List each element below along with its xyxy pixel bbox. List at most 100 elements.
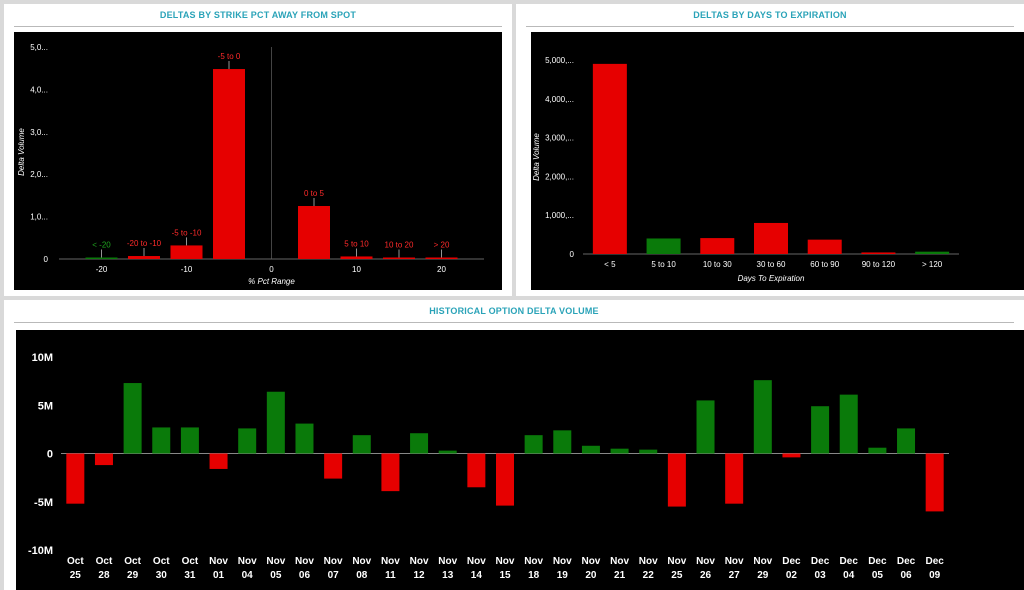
- bar: [425, 257, 458, 259]
- bar: [266, 391, 285, 454]
- x-axis-label: % Pct Range: [248, 277, 295, 286]
- x-tick-day: 13: [442, 570, 454, 581]
- history-panel-title: HISTORICAL OPTION DELTA VOLUME: [429, 306, 599, 316]
- x-tick-day: 04: [242, 570, 254, 581]
- bar: [295, 423, 314, 454]
- y-axis-label: Delta Volume: [17, 128, 26, 176]
- bar-data-label: 5 to 10: [344, 239, 369, 248]
- bar: [94, 453, 113, 466]
- x-tick-day: 01: [213, 570, 225, 581]
- x-tick-month: Nov: [238, 556, 257, 567]
- bar: [66, 453, 85, 504]
- x-tick-day: 03: [815, 570, 827, 581]
- x-tick-month: Oct: [182, 556, 199, 567]
- bar: [170, 245, 203, 259]
- x-tick-month: Dec: [868, 556, 887, 567]
- x-tick-day: 20: [585, 570, 597, 581]
- x-tick-day: 21: [614, 570, 626, 581]
- bar: [553, 430, 572, 454]
- x-tick-day: 29: [757, 570, 769, 581]
- bar: [897, 428, 916, 454]
- y-tick-label: 2,0...: [30, 170, 48, 179]
- y-axis-label: Delta Volume: [532, 133, 541, 181]
- bar-data-label: -5 to 0: [218, 52, 241, 61]
- bar: [646, 238, 681, 254]
- strike-plot-area: 0 1,0... 2,0... 3,0... 4,0... 5,0... -20 -10 0 10…: [14, 32, 502, 290]
- x-tick-month: Oct: [153, 556, 170, 567]
- y-tick-label: 0: [570, 250, 575, 259]
- bar: [696, 400, 715, 454]
- bar: [128, 256, 160, 259]
- x-tick-month: Dec: [925, 556, 944, 567]
- y-tick-label: 5,0...: [30, 43, 48, 52]
- bar: [340, 256, 373, 259]
- bar: [667, 453, 686, 507]
- bar: [807, 239, 842, 254]
- x-tick-month: Nov: [639, 556, 658, 567]
- bar: [524, 435, 543, 454]
- x-tick-day: 06: [900, 570, 912, 581]
- bar: [467, 453, 486, 488]
- x-tick-day: 12: [414, 570, 426, 581]
- x-axis-label: Days To Expiration: [738, 274, 805, 283]
- strike-panel-divider: [14, 26, 502, 27]
- y-tick-label: 1,0...: [30, 213, 48, 222]
- x-tick-month: Nov: [553, 556, 572, 567]
- bar: [209, 453, 228, 469]
- bar: [868, 447, 887, 454]
- bar: [152, 427, 171, 454]
- history-plot-area: -10M -5M 0 5M 10M Oct 25 Oct 28 Oct 29 Oct 30 Oct 31 No…: [16, 330, 1024, 590]
- bar: [352, 435, 371, 454]
- x-tick-day: 11: [385, 570, 396, 581]
- bar: [324, 453, 343, 479]
- history-panel: HISTORICAL OPTION DELTA VOLUME -10M -5M 0 5…: [4, 300, 1024, 590]
- x-tick-day: 09: [929, 570, 941, 581]
- strike-panel-title: DELTAS BY STRIKE PCT AWAY FROM SPOT: [159, 10, 357, 20]
- bar: [592, 63, 627, 254]
- bar-data-label: -5 to -10: [172, 228, 202, 237]
- x-tick-month: Nov: [667, 556, 686, 567]
- bar: [925, 453, 944, 512]
- history-panel-divider: [14, 322, 1014, 323]
- x-tick-day: 14: [471, 570, 483, 581]
- x-tick-month: Nov: [266, 556, 285, 567]
- x-tick-month: Nov: [352, 556, 371, 567]
- x-tick-label: 10 to 30: [703, 260, 732, 269]
- x-tick-month: Nov: [610, 556, 629, 567]
- x-tick-day: 25: [70, 570, 82, 581]
- x-tick-day: 02: [786, 570, 798, 581]
- days-plot-area: 0 1,000,... 2,000,... 3,000,... 4,000,... 5,0…: [531, 32, 1024, 290]
- x-tick-day: 15: [499, 570, 511, 581]
- x-tick-day: 19: [557, 570, 569, 581]
- x-tick-day: 05: [270, 570, 282, 581]
- x-tick-month: Dec: [897, 556, 916, 567]
- x-tick-day: 27: [729, 570, 741, 581]
- bar: [861, 252, 896, 254]
- bar: [610, 448, 629, 454]
- bar: [581, 445, 600, 454]
- bar: [782, 453, 801, 458]
- x-tick-day: 18: [528, 570, 540, 581]
- x-tick-month: Dec: [811, 556, 830, 567]
- x-tick-label: 10: [352, 265, 361, 274]
- bar: [238, 428, 257, 454]
- x-tick-month: Nov: [438, 556, 457, 567]
- x-tick-label: -10: [181, 265, 193, 274]
- x-tick-label: 0: [269, 265, 274, 274]
- y-tick-label: -10M: [28, 545, 53, 557]
- bar: [213, 69, 245, 259]
- bar: [700, 238, 735, 254]
- y-tick-label: 4,0...: [30, 85, 48, 94]
- bar: [811, 406, 830, 454]
- x-tick-month: Nov: [696, 556, 715, 567]
- x-tick-day: 07: [328, 570, 340, 581]
- y-tick-label: 3,0...: [30, 128, 48, 137]
- y-tick-label: 1,000,...: [545, 211, 574, 220]
- x-tick-month: Nov: [324, 556, 343, 567]
- x-tick-month: Nov: [381, 556, 400, 567]
- days-panel: DELTAS BY DAYS TO EXPIRATION 0 1,000,... 2…: [516, 4, 1024, 296]
- bar-data-label: 10 to 20: [385, 241, 414, 250]
- x-tick-day: 22: [643, 570, 655, 581]
- y-tick-label: 5M: [38, 400, 53, 412]
- x-tick-day: 25: [671, 570, 683, 581]
